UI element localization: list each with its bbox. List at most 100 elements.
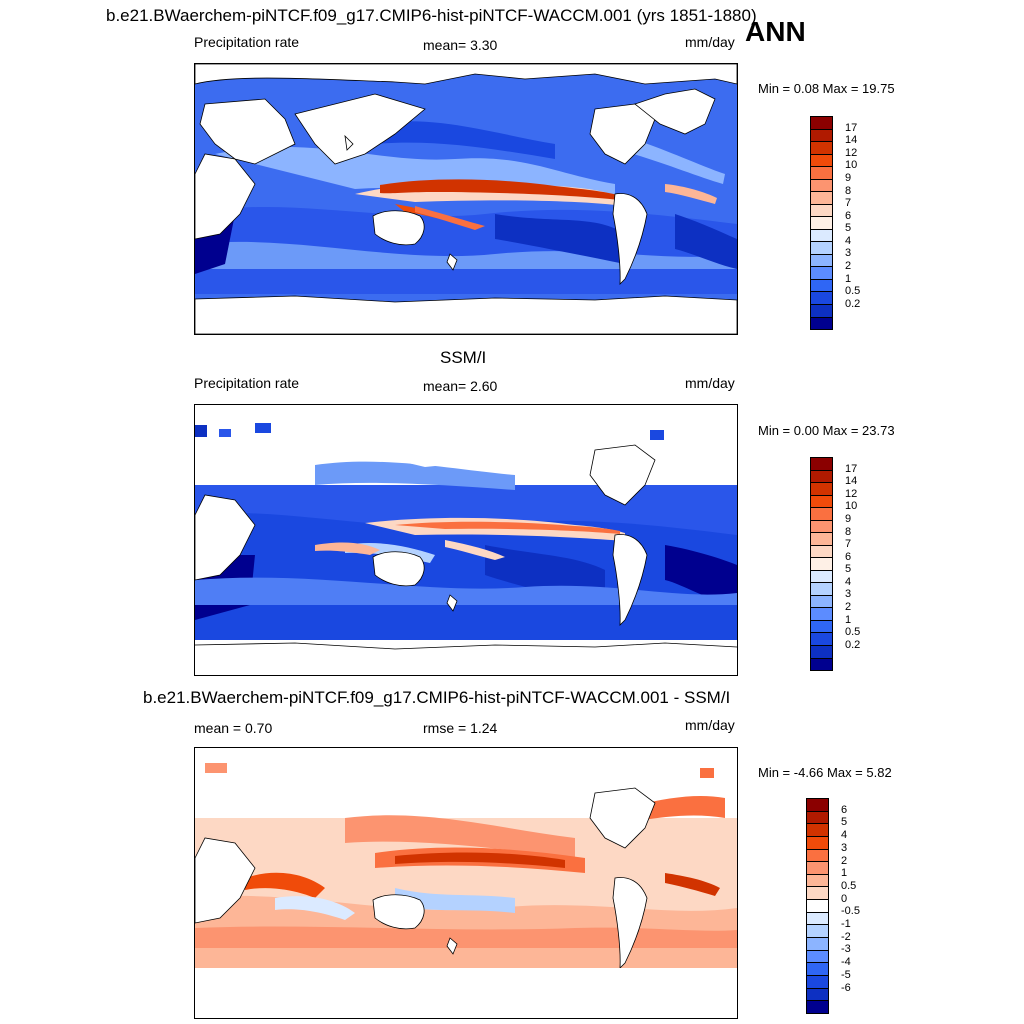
panel-2-title: SSM/I bbox=[440, 348, 487, 367]
panel-1-mean-label: mean= 3.30 bbox=[423, 37, 498, 53]
colorbar-swatch bbox=[811, 583, 832, 596]
colorbar-tick-label: 1 bbox=[845, 272, 852, 285]
colorbar-tick-label: -1 bbox=[841, 918, 851, 931]
colorbar-swatch bbox=[807, 950, 828, 964]
colorbar-tick-label: 4 bbox=[845, 575, 852, 588]
colorbar-swatch bbox=[811, 229, 832, 243]
colorbar-swatch bbox=[811, 192, 832, 205]
colorbar-swatch bbox=[807, 912, 828, 926]
colorbar-swatch bbox=[807, 975, 828, 989]
colorbar-swatch bbox=[811, 520, 832, 534]
colorbar-swatch bbox=[811, 570, 832, 584]
figure-title: b.e21.BWaerchem-piNTCF.f09_g17.CMIP6-his… bbox=[106, 6, 757, 25]
colorbar-swatch bbox=[811, 179, 832, 193]
colorbar-swatch bbox=[811, 545, 832, 559]
colorbar-tick-label: 17 bbox=[845, 462, 858, 475]
colorbar-tick-label: 1 bbox=[845, 613, 852, 626]
colorbar-swatch bbox=[811, 204, 832, 218]
panel-2-variable-label: Precipitation rate bbox=[194, 375, 300, 391]
colorbar-swatch bbox=[811, 633, 832, 646]
colorbar-swatch bbox=[811, 154, 832, 168]
colorbar-tick-label: 17 bbox=[845, 121, 858, 134]
colorbar-swatch bbox=[807, 799, 828, 812]
colorbar-tick-label: 0.2 bbox=[845, 638, 861, 651]
panel-3-map bbox=[194, 747, 738, 1019]
colorbar-swatch bbox=[811, 608, 832, 621]
panel-3-title: b.e21.BWaerchem-piNTCF.f09_g17.CMIP6-his… bbox=[143, 688, 731, 707]
colorbar-swatch bbox=[811, 658, 832, 671]
colorbar-swatch bbox=[811, 620, 832, 634]
panel-1-map bbox=[194, 63, 738, 335]
colorbar-swatch bbox=[807, 925, 828, 939]
colorbar-swatch bbox=[807, 874, 828, 888]
colorbar-swatch bbox=[811, 267, 832, 280]
panel-1-units-label: mm/day bbox=[685, 34, 735, 50]
colorbar-tick-label: 4 bbox=[845, 234, 852, 247]
colorbar-tick-label: 10 bbox=[845, 159, 858, 172]
colorbar-swatch bbox=[807, 1001, 828, 1013]
colorbar-tick-label: 3 bbox=[845, 588, 852, 601]
colorbar-tick-label: 8 bbox=[845, 525, 852, 538]
colorbar-tick-label: -3 bbox=[841, 943, 851, 956]
season-label: ANN bbox=[745, 16, 806, 47]
colorbar-tick-label: 5 bbox=[845, 563, 852, 576]
colorbar-swatch bbox=[807, 988, 828, 1002]
colorbar-tick-label: 0 bbox=[841, 892, 848, 905]
colorbar-tick-label: 9 bbox=[845, 171, 852, 184]
colorbar-tick-label: 2 bbox=[845, 260, 852, 273]
colorbar-swatch bbox=[811, 317, 832, 330]
colorbar-swatch bbox=[811, 645, 832, 659]
colorbar-tick-label: 0.5 bbox=[845, 285, 861, 298]
colorbar-tick-label: 6 bbox=[845, 550, 852, 563]
colorbar-tick-label: 8 bbox=[845, 184, 852, 197]
colorbar-swatch bbox=[807, 963, 828, 976]
panel-2-min-max-label: Min = 0.00 Max = 23.73 bbox=[758, 423, 895, 438]
panel-2-mean-label: mean= 2.60 bbox=[423, 378, 498, 394]
colorbar-swatch bbox=[811, 304, 832, 318]
colorbar-tick-label: -0.5 bbox=[841, 905, 860, 918]
colorbar-swatch bbox=[811, 142, 832, 155]
colorbar-tick-label: 0.2 bbox=[845, 297, 861, 310]
colorbar-swatch bbox=[811, 508, 832, 521]
panel-1-variable-label: Precipitation rate bbox=[194, 34, 300, 50]
colorbar-tick-label: 7 bbox=[845, 197, 852, 210]
colorbar-tick-label: 4 bbox=[841, 829, 848, 842]
panel-3-min-max-label: Min = -4.66 Max = 5.82 bbox=[758, 765, 892, 780]
colorbar-tick-label: -4 bbox=[841, 956, 851, 969]
panel-3-units-label: mm/day bbox=[685, 717, 735, 733]
colorbar-swatch bbox=[811, 292, 832, 305]
colorbar-swatch bbox=[811, 558, 832, 571]
colorbar-tick-label: 10 bbox=[845, 500, 858, 513]
colorbar-tick-label: 0.5 bbox=[841, 879, 857, 892]
colorbar-swatch bbox=[811, 254, 832, 268]
colorbar-swatch bbox=[811, 167, 832, 180]
colorbar-swatch bbox=[811, 495, 832, 509]
colorbar-tick-label: 6 bbox=[845, 209, 852, 222]
colorbar-tick-label: 14 bbox=[845, 475, 858, 488]
panel-1-colorbar bbox=[810, 116, 833, 330]
panel-2-units-label: mm/day bbox=[685, 375, 735, 391]
panel-1-min-max-label: Min = 0.08 Max = 19.75 bbox=[758, 81, 895, 96]
colorbar-swatch bbox=[807, 900, 828, 913]
colorbar-swatch bbox=[811, 217, 832, 230]
colorbar-tick-label: 5 bbox=[845, 222, 852, 235]
colorbar-swatch bbox=[811, 279, 832, 293]
colorbar-tick-label: -5 bbox=[841, 968, 851, 981]
colorbar-tick-label: 5 bbox=[841, 816, 848, 829]
colorbar-tick-label: -6 bbox=[841, 981, 851, 994]
colorbar-tick-label: 3 bbox=[845, 247, 852, 260]
colorbar-tick-label: 2 bbox=[841, 854, 848, 867]
colorbar-swatch bbox=[807, 938, 828, 951]
colorbar-tick-label: 6 bbox=[841, 803, 848, 816]
colorbar-swatch bbox=[811, 533, 832, 546]
colorbar-tick-label: 7 bbox=[845, 538, 852, 551]
panel-2-colorbar bbox=[810, 457, 833, 671]
colorbar-swatch bbox=[811, 483, 832, 496]
colorbar-tick-label: 14 bbox=[845, 134, 858, 147]
colorbar-swatch bbox=[811, 117, 832, 130]
colorbar-tick-label: 1 bbox=[841, 867, 848, 880]
colorbar-swatch bbox=[811, 470, 832, 484]
colorbar-swatch bbox=[811, 242, 832, 255]
colorbar-swatch bbox=[811, 458, 832, 471]
colorbar-swatch bbox=[807, 862, 828, 875]
